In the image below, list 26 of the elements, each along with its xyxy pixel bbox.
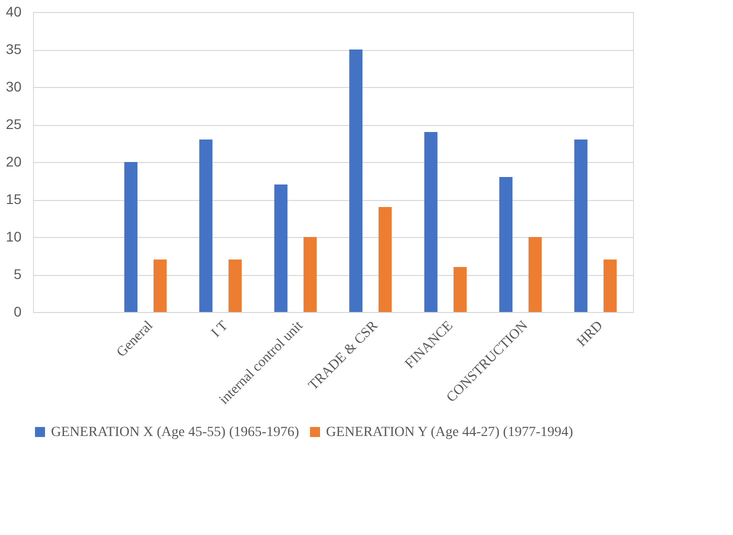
legend-label: GENERATION X (Age 45-55) (1965-1976) <box>51 425 300 440</box>
bar <box>274 184 288 312</box>
bar <box>349 50 362 312</box>
bar <box>424 132 438 312</box>
bar <box>199 140 212 312</box>
bar <box>304 237 317 312</box>
y-tick-label: 20 <box>6 154 22 170</box>
y-tick-label: 40 <box>6 4 22 20</box>
bar <box>528 237 542 312</box>
y-tick-label: 15 <box>6 191 22 207</box>
y-tick-label: 30 <box>6 78 22 94</box>
y-tick-label: 0 <box>14 304 22 320</box>
bar <box>154 260 167 312</box>
bar <box>228 260 242 312</box>
legend-label: GENERATION Y (Age 44-27) (1977-1994) <box>326 425 574 440</box>
bar <box>574 140 588 312</box>
bar <box>124 162 138 312</box>
y-tick-label: 10 <box>6 228 22 244</box>
x-tick-label: I T <box>208 318 232 341</box>
y-tick-label: 25 <box>6 116 22 132</box>
bar <box>604 260 617 312</box>
bar <box>454 267 467 312</box>
y-tick-label: 5 <box>14 266 22 282</box>
bar <box>499 177 512 312</box>
bar <box>378 207 392 312</box>
y-tick-label: 35 <box>6 41 22 57</box>
